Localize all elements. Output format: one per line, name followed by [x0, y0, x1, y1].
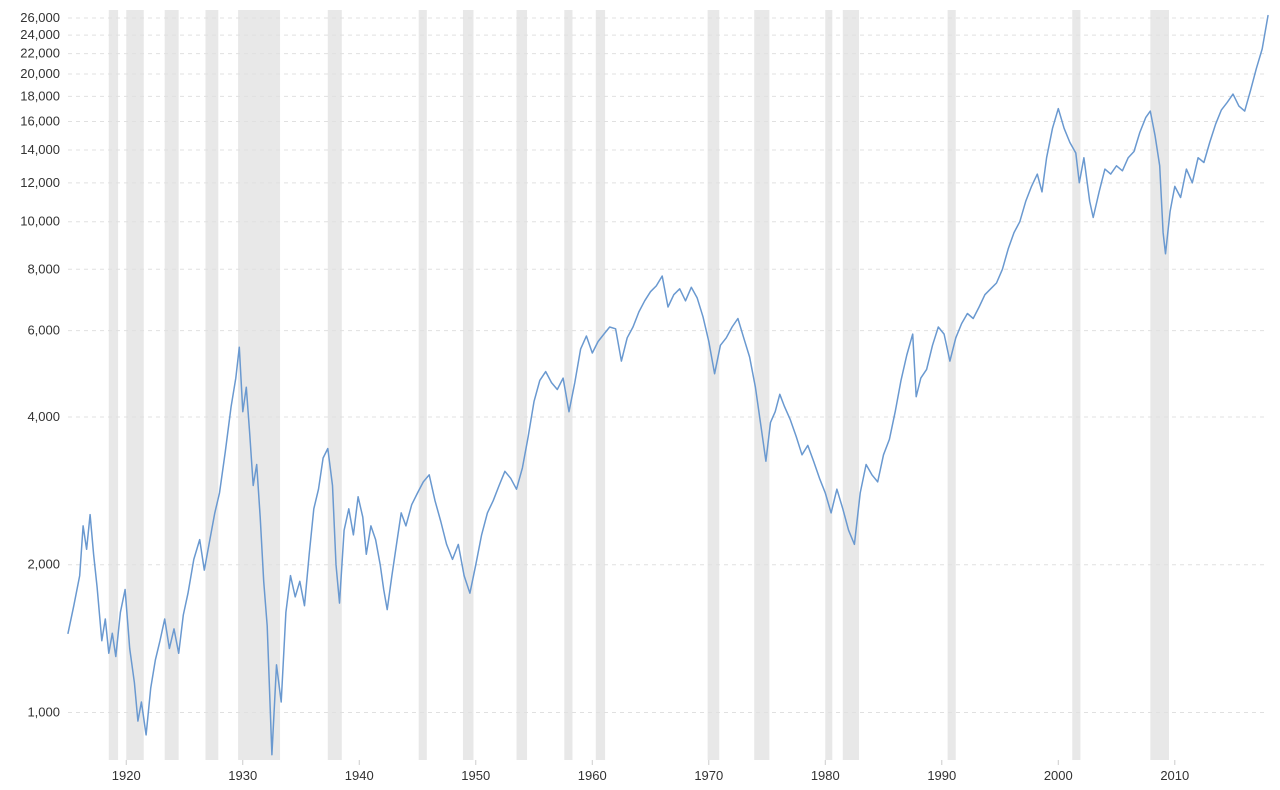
- y-tick-label: 6,000: [27, 323, 60, 338]
- x-tick-label: 1940: [345, 768, 374, 783]
- y-tick-label: 4,000: [27, 409, 60, 424]
- y-tick-label: 26,000: [20, 10, 60, 25]
- y-tick-label: 2,000: [27, 557, 60, 572]
- y-tick-label: 20,000: [20, 66, 60, 81]
- x-tick-label: 1970: [694, 768, 723, 783]
- x-tick-label: 1960: [578, 768, 607, 783]
- y-tick-label: 12,000: [20, 175, 60, 190]
- y-tick-label: 10,000: [20, 214, 60, 229]
- y-tick-label: 16,000: [20, 114, 60, 129]
- x-tick-label: 1990: [927, 768, 956, 783]
- x-tick-label: 1950: [461, 768, 490, 783]
- y-tick-label: 18,000: [20, 88, 60, 103]
- x-tick-label: 2000: [1044, 768, 1073, 783]
- y-tick-label: 22,000: [20, 46, 60, 61]
- line-chart: 1,000 2,000 4,000 6,000 8,000 10,000 12,000 14,…: [0, 0, 1280, 790]
- chart-container: 1,000 2,000 4,000 6,000 8,000 10,000 12,000 14,…: [0, 0, 1280, 790]
- x-tick-label: 2010: [1160, 768, 1189, 783]
- y-tick-label: 24,000: [20, 27, 60, 42]
- y-tick-label: 1,000: [27, 704, 60, 719]
- x-tick-label: 1930: [228, 768, 257, 783]
- x-tick-label: 1920: [112, 768, 141, 783]
- x-tick-label: 1980: [811, 768, 840, 783]
- y-tick-label: 8,000: [27, 261, 60, 276]
- y-tick-label: 14,000: [20, 142, 60, 157]
